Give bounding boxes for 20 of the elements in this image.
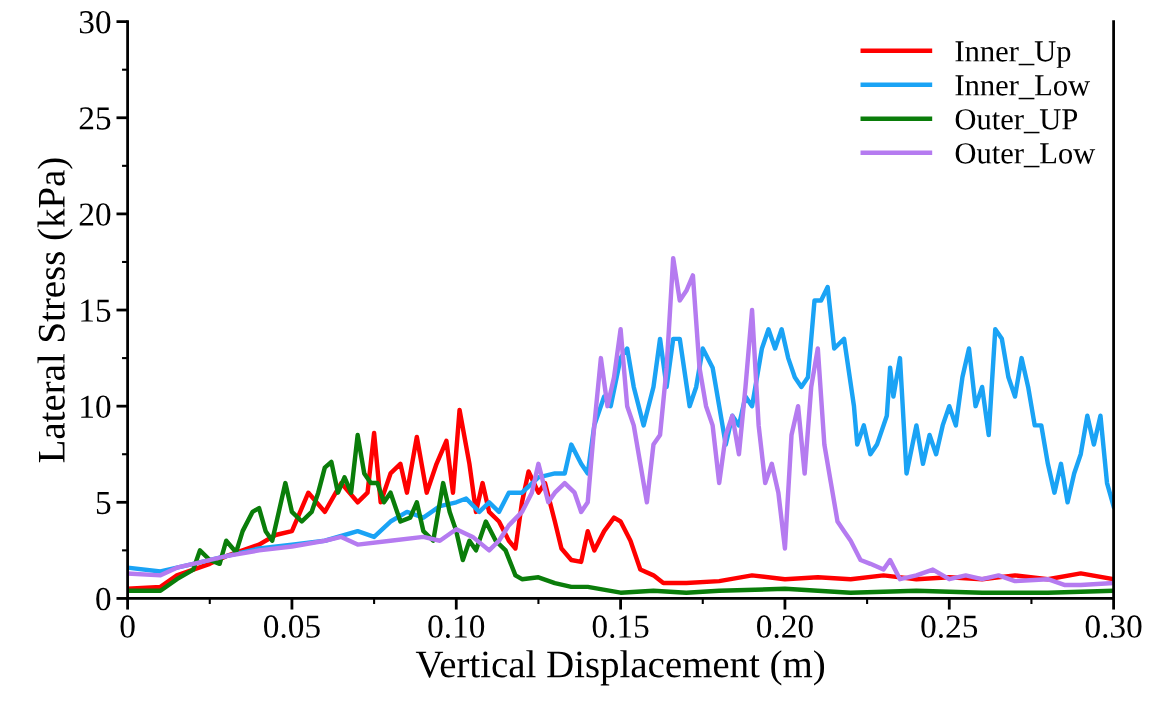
legend-label: Inner_Low [955,75,1091,100]
y-tick-label: 5 [96,492,111,515]
legend-label: Outer_UP [955,109,1078,134]
x-axis-title: Vertical Displacement (m) [415,650,825,686]
y-tick-label: 10 [81,395,111,419]
y-tick-label: 30 [79,11,111,34]
x-tick-label: 0.10 [428,615,485,639]
x-tick-label: 0.20 [757,615,813,639]
y-axis-title: Lateral Stress (kPa) [37,158,73,463]
y-tick-label: 15 [81,299,111,322]
x-tick-label: 0.30 [1085,615,1142,639]
x-tick-label: 0.05 [264,615,320,639]
x-tick-label: 0.25 [921,615,978,639]
y-tick-label: 0 [96,587,111,611]
x-tick-label: 0 [120,615,135,638]
legend-label: Outer_Low [955,143,1096,168]
y-tick-label: 20 [79,203,111,226]
y-tick-label: 25 [79,107,111,130]
x-tick-label: 0.15 [592,615,649,639]
legend-label: Inner_Up [955,41,1071,68]
